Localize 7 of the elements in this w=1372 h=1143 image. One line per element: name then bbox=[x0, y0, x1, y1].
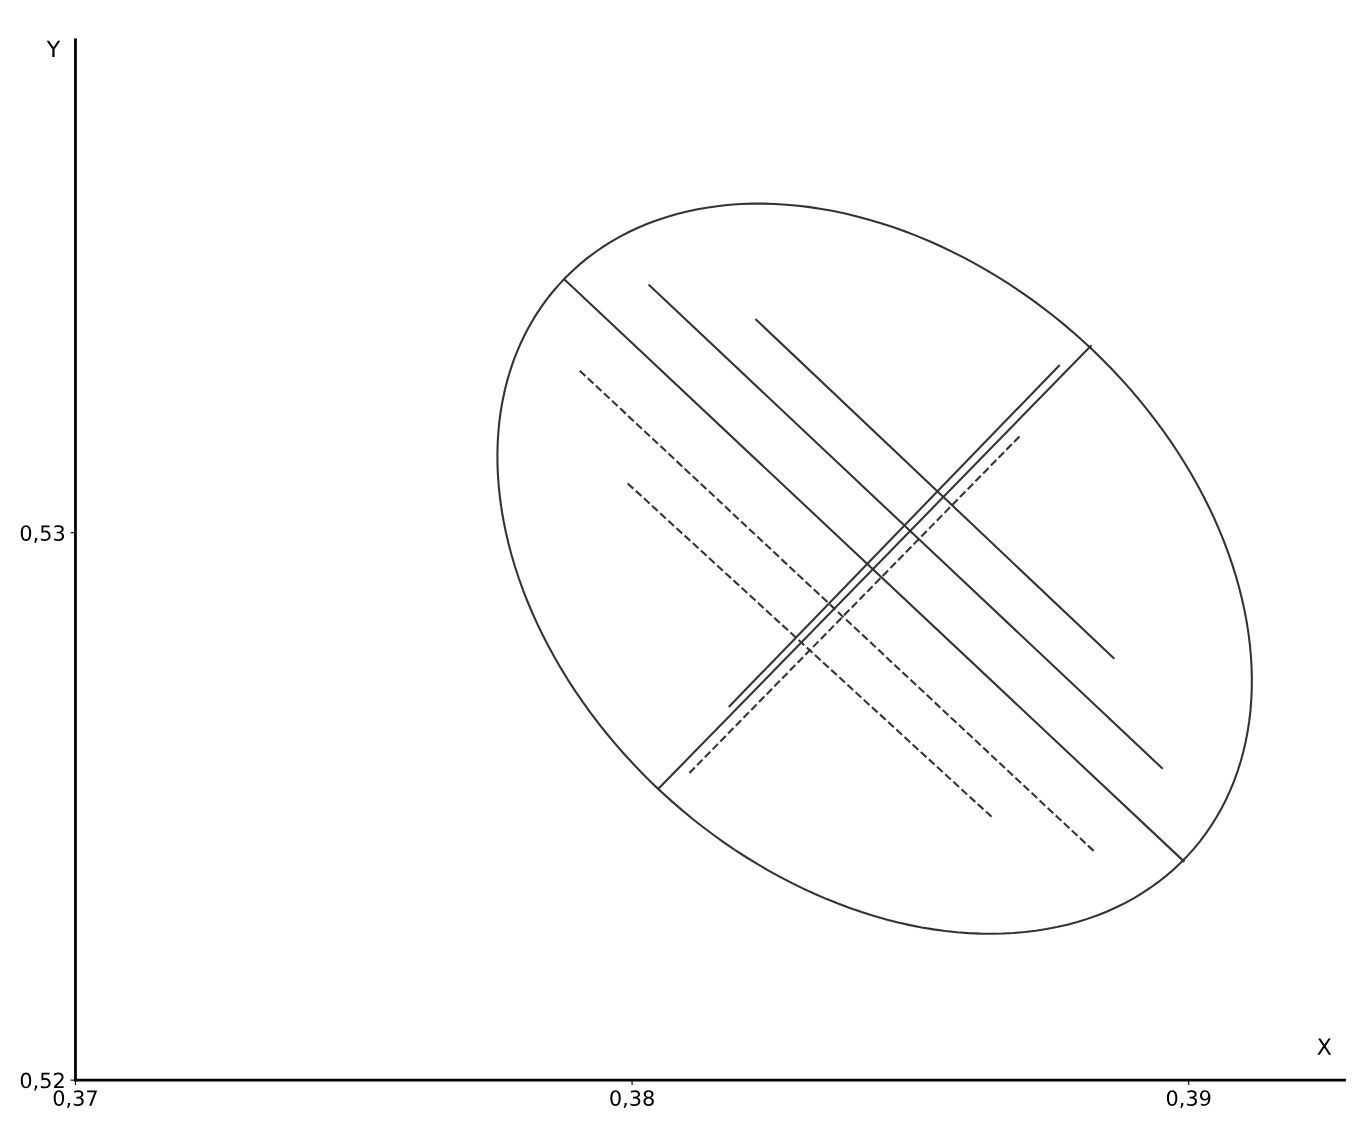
x-tick-label: 0,39 bbox=[1166, 1090, 1211, 1109]
y-tick-label: 0,52 bbox=[20, 1072, 64, 1091]
y-tick-label: 0,53 bbox=[20, 525, 65, 544]
x-tick-label: 0,37 bbox=[53, 1090, 97, 1109]
x-tick-label: 0,38 bbox=[610, 1090, 654, 1109]
y-axis-title: Y bbox=[46, 40, 61, 57]
x-axis-title: X bbox=[1317, 1038, 1332, 1055]
